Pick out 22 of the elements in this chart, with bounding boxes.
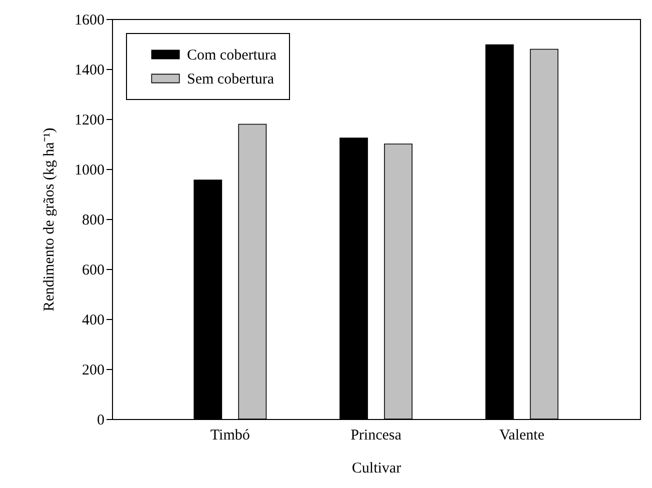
y-tick-label: 1200 [74,112,104,128]
y-tick-label: 400 [82,312,104,328]
bar [530,48,558,420]
x-tick-label: Valente [499,428,545,444]
x-axis-title: Cultivar [352,460,402,476]
bar [238,124,267,420]
legend-label: Com cobertura [187,48,277,64]
y-tick-label: 600 [82,262,104,278]
y-tick-label: 1600 [74,12,104,28]
y-tick-label: 0 [97,412,104,428]
y-tick-label: 200 [82,362,104,378]
y-tick-label: 800 [82,212,104,228]
y-tick-label: 1000 [74,162,104,178]
bar [485,44,514,420]
bar [340,138,368,420]
bar [194,180,222,420]
y-tick-label: 1400 [74,62,104,78]
legend-label: Sem cobertura [187,72,274,88]
y-axis-title: Rendimento de grãos (kg ha⁻¹) [42,128,58,312]
x-tick-label: Timbó [210,428,250,444]
x-tick-label: Princesa [350,428,402,444]
bar [384,144,412,420]
